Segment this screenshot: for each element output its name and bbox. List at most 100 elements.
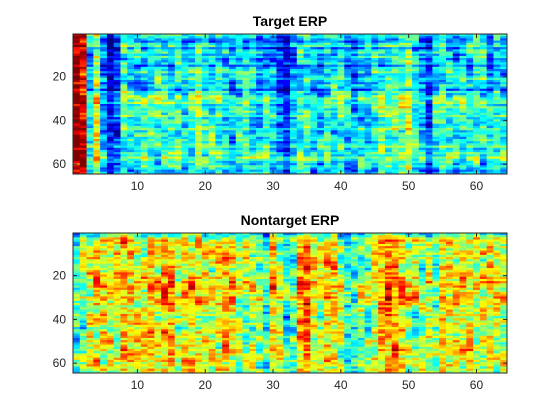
heatmap-cell bbox=[127, 132, 135, 135]
heatmap-cell bbox=[384, 134, 393, 138]
heatmap-cell bbox=[500, 160, 508, 164]
heatmap-cell bbox=[127, 248, 135, 251]
heatmap-cell bbox=[161, 250, 169, 254]
heatmap-cell bbox=[73, 66, 81, 70]
heatmap-cell bbox=[398, 114, 406, 118]
heatmap-cell bbox=[418, 75, 426, 79]
heatmap-cell bbox=[93, 158, 101, 162]
heatmap-cell bbox=[439, 165, 447, 168]
heatmap-cell bbox=[357, 250, 365, 254]
heatmap-cell bbox=[100, 132, 108, 135]
heatmap-cell bbox=[317, 58, 325, 61]
heatmap-cell bbox=[425, 53, 433, 57]
heatmap-cell bbox=[391, 139, 399, 142]
heatmap-cell bbox=[195, 112, 203, 116]
heatmap-cell bbox=[330, 93, 338, 96]
heatmap-cell bbox=[364, 128, 372, 131]
heatmap-cell bbox=[106, 84, 115, 87]
heatmap-cell bbox=[357, 156, 365, 160]
heatmap-cell bbox=[161, 130, 169, 133]
heatmap-cell bbox=[140, 73, 148, 76]
heatmap-cell bbox=[466, 243, 474, 247]
heatmap-cell bbox=[235, 243, 243, 247]
heatmap-cell bbox=[262, 64, 271, 68]
heatmap-cell bbox=[195, 259, 203, 262]
heatmap-cell bbox=[364, 154, 372, 157]
heatmap-cell bbox=[262, 93, 271, 96]
heatmap-cell bbox=[452, 248, 460, 251]
heatmap-cell bbox=[222, 75, 230, 79]
heatmap-cell bbox=[344, 69, 352, 72]
heatmap-cell bbox=[452, 40, 460, 44]
heatmap-cell bbox=[296, 128, 304, 131]
heatmap-cell bbox=[351, 163, 359, 166]
heatmap-cell bbox=[134, 252, 142, 256]
heatmap-cell bbox=[276, 158, 284, 162]
heatmap-cell bbox=[344, 51, 352, 55]
heatmap-cell bbox=[73, 145, 81, 149]
heatmap-cell bbox=[256, 123, 264, 127]
heatmap-cell bbox=[479, 154, 488, 157]
heatmap-cell bbox=[100, 241, 108, 245]
heatmap-cell bbox=[452, 66, 460, 70]
heatmap-cell bbox=[249, 128, 257, 131]
heatmap-cell bbox=[323, 171, 332, 175]
heatmap-cell bbox=[249, 60, 257, 63]
heatmap-cell bbox=[154, 47, 162, 50]
heatmap-cell bbox=[344, 44, 352, 48]
heatmap-cell bbox=[147, 97, 155, 100]
heatmap-cell bbox=[127, 44, 135, 48]
heatmap-cell bbox=[161, 119, 169, 122]
heatmap-cell bbox=[439, 237, 447, 240]
heatmap-cell bbox=[452, 136, 460, 140]
heatmap-cell bbox=[425, 110, 433, 114]
heatmap-cell bbox=[439, 257, 447, 260]
heatmap-cell bbox=[201, 77, 209, 81]
heatmap-cell bbox=[459, 71, 467, 74]
heatmap-cell bbox=[215, 257, 223, 260]
heatmap-cell bbox=[466, 259, 474, 262]
heatmap-cell bbox=[473, 79, 481, 83]
heatmap-cell bbox=[283, 69, 291, 72]
heatmap-cell bbox=[276, 167, 284, 170]
heatmap-cell bbox=[317, 55, 325, 59]
heatmap-cell bbox=[317, 250, 325, 254]
heatmap-cell bbox=[134, 110, 142, 114]
heatmap-cell bbox=[174, 152, 182, 155]
heatmap-cell bbox=[357, 169, 365, 173]
heatmap-cell bbox=[459, 147, 467, 151]
heatmap-cell bbox=[310, 156, 318, 160]
heatmap-cell bbox=[486, 158, 494, 162]
heatmap-cell bbox=[79, 237, 87, 240]
heatmap-cell bbox=[493, 117, 501, 120]
heatmap-cell bbox=[296, 64, 304, 68]
heatmap-cell bbox=[323, 93, 332, 96]
heatmap-cell bbox=[195, 106, 203, 109]
heatmap-cell bbox=[93, 241, 101, 245]
heatmap-cell bbox=[113, 38, 121, 41]
heatmap-cell bbox=[174, 64, 182, 68]
heatmap-cell bbox=[215, 259, 223, 262]
heatmap-cell bbox=[405, 160, 413, 164]
heatmap-cell bbox=[371, 114, 379, 118]
heatmap-cell bbox=[73, 147, 81, 151]
heatmap-cell bbox=[283, 53, 291, 57]
heatmap-cell bbox=[344, 243, 352, 247]
heatmap-cell bbox=[493, 84, 501, 87]
heatmap-cell bbox=[384, 248, 393, 251]
heatmap-cell bbox=[452, 233, 460, 236]
heatmap-cell bbox=[351, 156, 359, 160]
heatmap-cell bbox=[249, 51, 257, 55]
heatmap-cell bbox=[323, 114, 332, 118]
heatmap-cell bbox=[398, 69, 406, 72]
heatmap-cell bbox=[425, 143, 433, 146]
heatmap-cell bbox=[337, 243, 345, 247]
heatmap-cell bbox=[384, 93, 393, 96]
heatmap-cell bbox=[113, 141, 121, 144]
heatmap-cell bbox=[473, 259, 481, 262]
heatmap-cell bbox=[310, 36, 318, 39]
heatmap-cell bbox=[330, 250, 338, 254]
heatmap-cell bbox=[113, 66, 121, 70]
heatmap-cell bbox=[466, 117, 474, 120]
heatmap-cell bbox=[154, 145, 162, 149]
